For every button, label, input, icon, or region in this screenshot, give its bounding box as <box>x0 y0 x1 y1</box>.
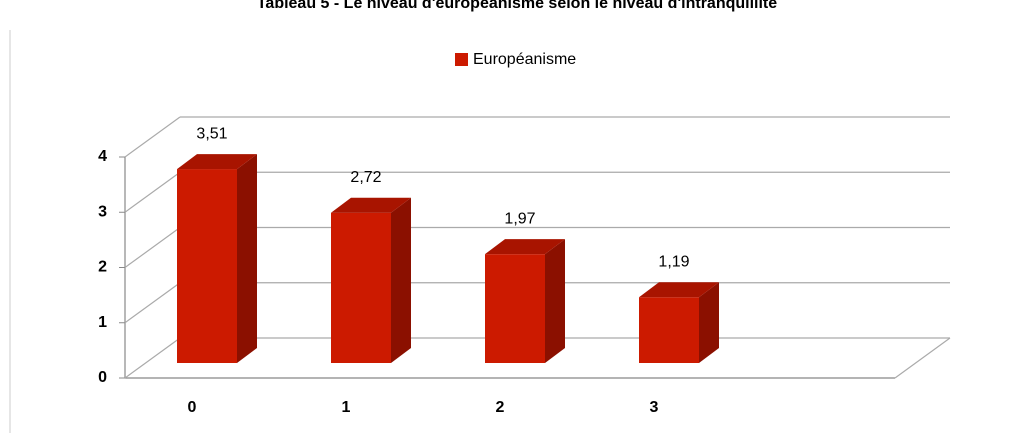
bar-side <box>237 154 257 363</box>
legend-swatch <box>455 53 468 66</box>
y-tick-label: 4 <box>98 148 107 165</box>
grid-line <box>124 337 181 379</box>
x-tick-label: 2 <box>496 399 505 416</box>
bar <box>177 169 237 363</box>
data-label: 1,97 <box>504 210 535 227</box>
y-tick-label: 0 <box>98 369 107 386</box>
bar-side <box>545 239 565 363</box>
x-tick-label: 1 <box>342 399 351 416</box>
y-tick-label: 2 <box>98 259 107 276</box>
bar-side <box>699 282 719 363</box>
bar <box>485 254 545 363</box>
x-tick-label: 0 <box>188 399 197 416</box>
bar-top <box>485 239 565 255</box>
grid-line <box>124 227 181 268</box>
bar-top <box>331 197 411 213</box>
bar-side <box>391 197 411 363</box>
bar <box>639 297 699 363</box>
x-tick-label: 3 <box>650 399 659 416</box>
data-label: 2,72 <box>350 169 381 186</box>
chart-title: Tableau 5 - Le niveau d'européanisme sel… <box>257 0 777 12</box>
bar <box>331 212 391 363</box>
bar-top <box>639 282 719 298</box>
grid-line <box>124 116 181 158</box>
y-tick-label: 3 <box>98 203 107 220</box>
y-tick-label: 1 <box>98 314 107 331</box>
grid-line <box>124 282 181 324</box>
legend-label: Européanisme <box>473 51 576 68</box>
bar-top <box>177 154 257 170</box>
data-label: 3,51 <box>196 125 227 142</box>
floor-edge <box>894 337 951 379</box>
grid-line <box>124 171 181 213</box>
data-label: 1,19 <box>658 253 689 270</box>
